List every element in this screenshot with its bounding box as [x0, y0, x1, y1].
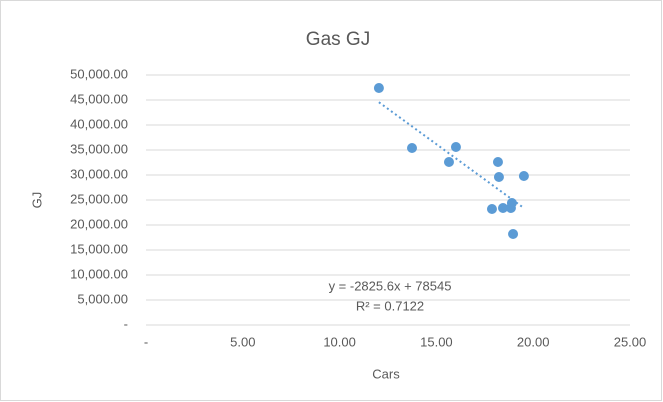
y-tick-label: 45,000.00 — [70, 91, 128, 106]
y-tick-label: 50,000.00 — [70, 66, 128, 81]
data-point — [497, 203, 508, 213]
y-tick-label: 35,000.00 — [70, 141, 128, 156]
data-point — [407, 143, 418, 153]
x-tick-label: 10.00 — [323, 334, 356, 349]
data-point — [492, 157, 503, 167]
data-point — [508, 229, 519, 239]
data-point — [518, 171, 529, 181]
y-tick-label: 25,000.00 — [70, 191, 128, 206]
y-tick-label: 10,000.00 — [70, 266, 128, 281]
y-axis-label: GJ — [29, 192, 44, 209]
y-tick-label: 40,000.00 — [70, 116, 128, 131]
x-tick-label: 15.00 — [420, 334, 453, 349]
x-tick-label: - — [144, 334, 148, 349]
y-tick-label: 5,000.00 — [77, 291, 128, 306]
data-point — [493, 172, 504, 182]
y-tick-label: 15,000.00 — [70, 241, 128, 256]
data-point — [450, 142, 461, 152]
x-tick-label: 20.00 — [517, 334, 550, 349]
data-point — [443, 157, 454, 167]
y-tick-label: 20,000.00 — [70, 216, 128, 231]
x-axis-label: Cars — [372, 366, 400, 381]
x-tick-label: 5.00 — [230, 334, 255, 349]
x-tick-label: 25.00 — [614, 334, 647, 349]
chart-title: Gas GJ — [306, 29, 370, 50]
data-point — [486, 204, 497, 214]
trendline-equation: y = -2825.6x + 78545 — [329, 278, 452, 293]
y-tick-label: 30,000.00 — [70, 166, 128, 181]
data-point — [373, 83, 384, 93]
data-point — [506, 198, 517, 208]
y-tick-label: - — [124, 316, 128, 331]
trendline-r2: R² = 0.7122 — [356, 298, 424, 313]
